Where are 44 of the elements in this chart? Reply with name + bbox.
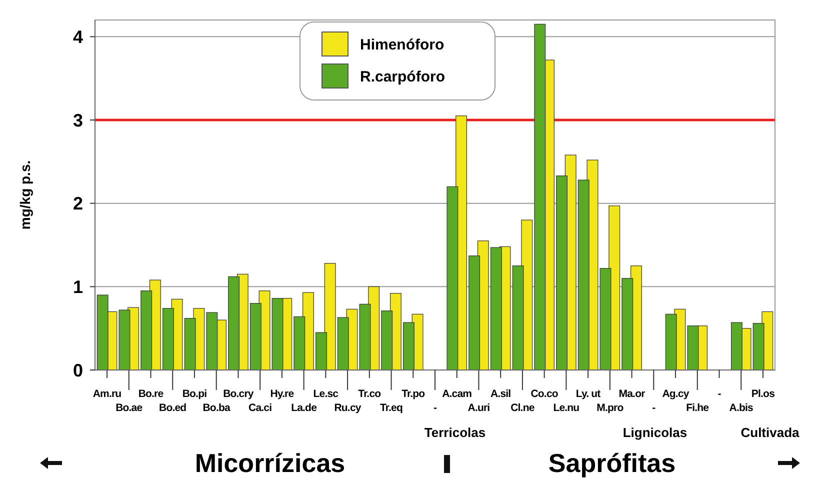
x-tick-label: Am.ru — [92, 388, 122, 400]
x-tick-label: A.cam — [442, 388, 472, 400]
text: Terricolas — [424, 425, 486, 440]
x-tick-label: Cl.ne — [510, 402, 535, 414]
x-tick-label: Fi.he — [686, 402, 710, 414]
x-tick-label: La.de — [291, 402, 318, 414]
text: Lignicolas — [622, 425, 688, 440]
x-tick-label: Co.co — [530, 388, 558, 400]
x-tick-label: Bo.ba — [202, 402, 230, 414]
x-tick-label: - — [652, 402, 656, 414]
y-tick-label: 3 — [72, 110, 83, 130]
x-tick-label: M.pro — [596, 402, 624, 414]
x-tick-label: - — [433, 402, 438, 414]
x-tick-label: Tr.co — [358, 388, 381, 400]
x-tick-label: Bo.ed — [159, 402, 186, 414]
x-tick-label: Hy.re — [270, 388, 294, 400]
y-tick-label: 4 — [72, 26, 83, 47]
x-tick-label: Ma.or — [618, 388, 646, 400]
x-tick-label: Ag.cy — [662, 388, 690, 400]
x-tick-label: Bo.ae — [116, 402, 143, 414]
x-tick-label: Tr.po — [402, 388, 425, 400]
x-tick-label: A.uri — [468, 402, 490, 414]
x-tick-label: A.sil — [490, 388, 512, 400]
legend-label: R.carpóforo — [360, 68, 446, 86]
x-tick-label: Bo.cry — [223, 388, 254, 400]
x-tick-label: Tr.eq — [380, 402, 403, 414]
x-tick-label: Bo.pi — [182, 388, 208, 400]
x-tick-label: Bo.re — [138, 388, 164, 400]
x-tick-label: A.bis — [729, 402, 754, 414]
x-tick-label: Pl.os — [751, 388, 776, 400]
text: Micorrízicas — [194, 448, 346, 478]
y-axis-title: mg/kg p.s. — [17, 160, 33, 230]
text: Saprófitas — [548, 448, 676, 478]
x-tick-label: Ca.ci — [248, 402, 272, 414]
y-tick-label: 2 — [72, 194, 83, 214]
text: Cultivada — [740, 425, 800, 440]
x-tick-label: Ru.cy — [334, 402, 362, 414]
x-tick-label: Ly. ut — [576, 388, 602, 400]
y-tick-label: 0 — [72, 360, 83, 380]
y-tick-label: 1 — [72, 276, 83, 297]
x-tick-label: Le.nu — [553, 402, 580, 414]
x-tick-label: Le.sc — [313, 388, 339, 400]
legend-label: Himenóforo — [360, 36, 444, 54]
x-tick-label: - — [718, 388, 722, 400]
